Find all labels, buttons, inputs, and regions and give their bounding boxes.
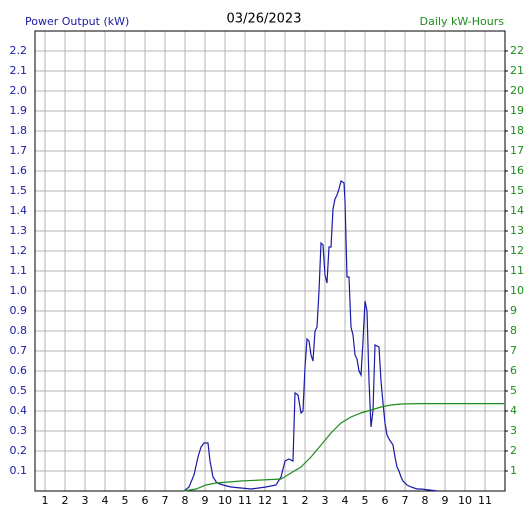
y2-tick-label: 11 — [510, 264, 524, 277]
y2-tick-label: 5 — [510, 384, 517, 397]
x-tick-label: 2 — [62, 494, 69, 507]
y2-tick-label: 6 — [510, 364, 517, 377]
line — [183, 403, 504, 492]
y2-axis-title: Daily kW-Hours — [420, 15, 505, 28]
y-tick-label: 0.2 — [10, 444, 28, 457]
x-tick-label: 5 — [362, 494, 369, 507]
chart-title: 03/26/2023 — [227, 12, 302, 27]
y-tick-label: 0.4 — [10, 404, 28, 417]
y2-tick-label: 1 — [510, 464, 517, 477]
y2-tick-label: 9 — [510, 304, 517, 317]
x-tick-label: 1 — [42, 494, 49, 507]
y2-tick-label: 19 — [510, 104, 524, 117]
y2-tick-label: 10 — [510, 284, 524, 297]
x-tick-label: 6 — [382, 494, 389, 507]
y2-tick-label: 14 — [510, 204, 524, 217]
y2-tick-label: 21 — [510, 64, 524, 77]
x-tick-label: 12 — [258, 494, 272, 507]
line — [183, 180, 439, 492]
x-tick-label: 3 — [82, 494, 89, 507]
y2-tick-label: 15 — [510, 184, 524, 197]
x-tick-label: 8 — [422, 494, 429, 507]
y-tick-label: 0.9 — [10, 304, 28, 317]
x-tick-label: 7 — [162, 494, 169, 507]
y2-tick-label: 20 — [510, 84, 524, 97]
y-tick-label: 0.1 — [10, 464, 28, 477]
y-tick-label: 1.0 — [10, 284, 28, 297]
y-tick-label: 0.7 — [10, 344, 28, 357]
x-tick-label: 4 — [102, 494, 109, 507]
y-tick-label: 0.3 — [10, 424, 28, 437]
x-tick-label: 10 — [458, 494, 472, 507]
x-tick-label: 7 — [402, 494, 409, 507]
x-tick-label: 8 — [182, 494, 189, 507]
y-tick-label: 2.1 — [10, 64, 28, 77]
x-tick-label: 2 — [302, 494, 309, 507]
y-axis-title: Power Output (kW) — [25, 15, 129, 28]
y-tick-label: 1.5 — [10, 184, 28, 197]
y-tick-label: 1.9 — [10, 104, 28, 117]
y-tick-label: 1.1 — [10, 264, 28, 277]
y-tick-label: 1.8 — [10, 124, 28, 137]
x-tick-label: 1 — [282, 494, 289, 507]
y2-tick-label: 17 — [510, 144, 524, 157]
y-tick-label: 1.2 — [10, 244, 28, 257]
x-tick-label: 3 — [322, 494, 329, 507]
y-tick-label: 2.0 — [10, 84, 28, 97]
x-tick-label: 10 — [218, 494, 232, 507]
y2-tick-label: 3 — [510, 424, 517, 437]
y2-tick-label: 2 — [510, 444, 517, 457]
y-tick-label: 1.7 — [10, 144, 28, 157]
y2-tick-label: 8 — [510, 324, 517, 337]
y-tick-label: 0.8 — [10, 324, 28, 337]
x-tick-label: 5 — [122, 494, 129, 507]
y2-tick-label: 13 — [510, 224, 524, 237]
plot-frame — [34, 30, 506, 492]
y2-tick-label: 7 — [510, 344, 517, 357]
y2-tick-label: 16 — [510, 164, 524, 177]
x-tick-label: 11 — [238, 494, 252, 507]
x-tick-label: 9 — [442, 494, 449, 507]
y2-tick-label: 22 — [510, 44, 524, 57]
y-tick-label: 0.6 — [10, 364, 28, 377]
y2-tick-label: 4 — [510, 404, 517, 417]
x-tick-label: 9 — [202, 494, 209, 507]
y-tick-label: 2.2 — [10, 44, 28, 57]
y-tick-label: 1.6 — [10, 164, 28, 177]
y2-tick-label: 12 — [510, 244, 524, 257]
y-tick-label: 1.3 — [10, 224, 28, 237]
y2-tick-label: 18 — [510, 124, 524, 137]
y-tick-label: 0.5 — [10, 384, 28, 397]
x-tick-label: 4 — [342, 494, 349, 507]
x-tick-label: 11 — [478, 494, 492, 507]
y-tick-label: 1.4 — [10, 204, 28, 217]
x-tick-label: 6 — [142, 494, 149, 507]
